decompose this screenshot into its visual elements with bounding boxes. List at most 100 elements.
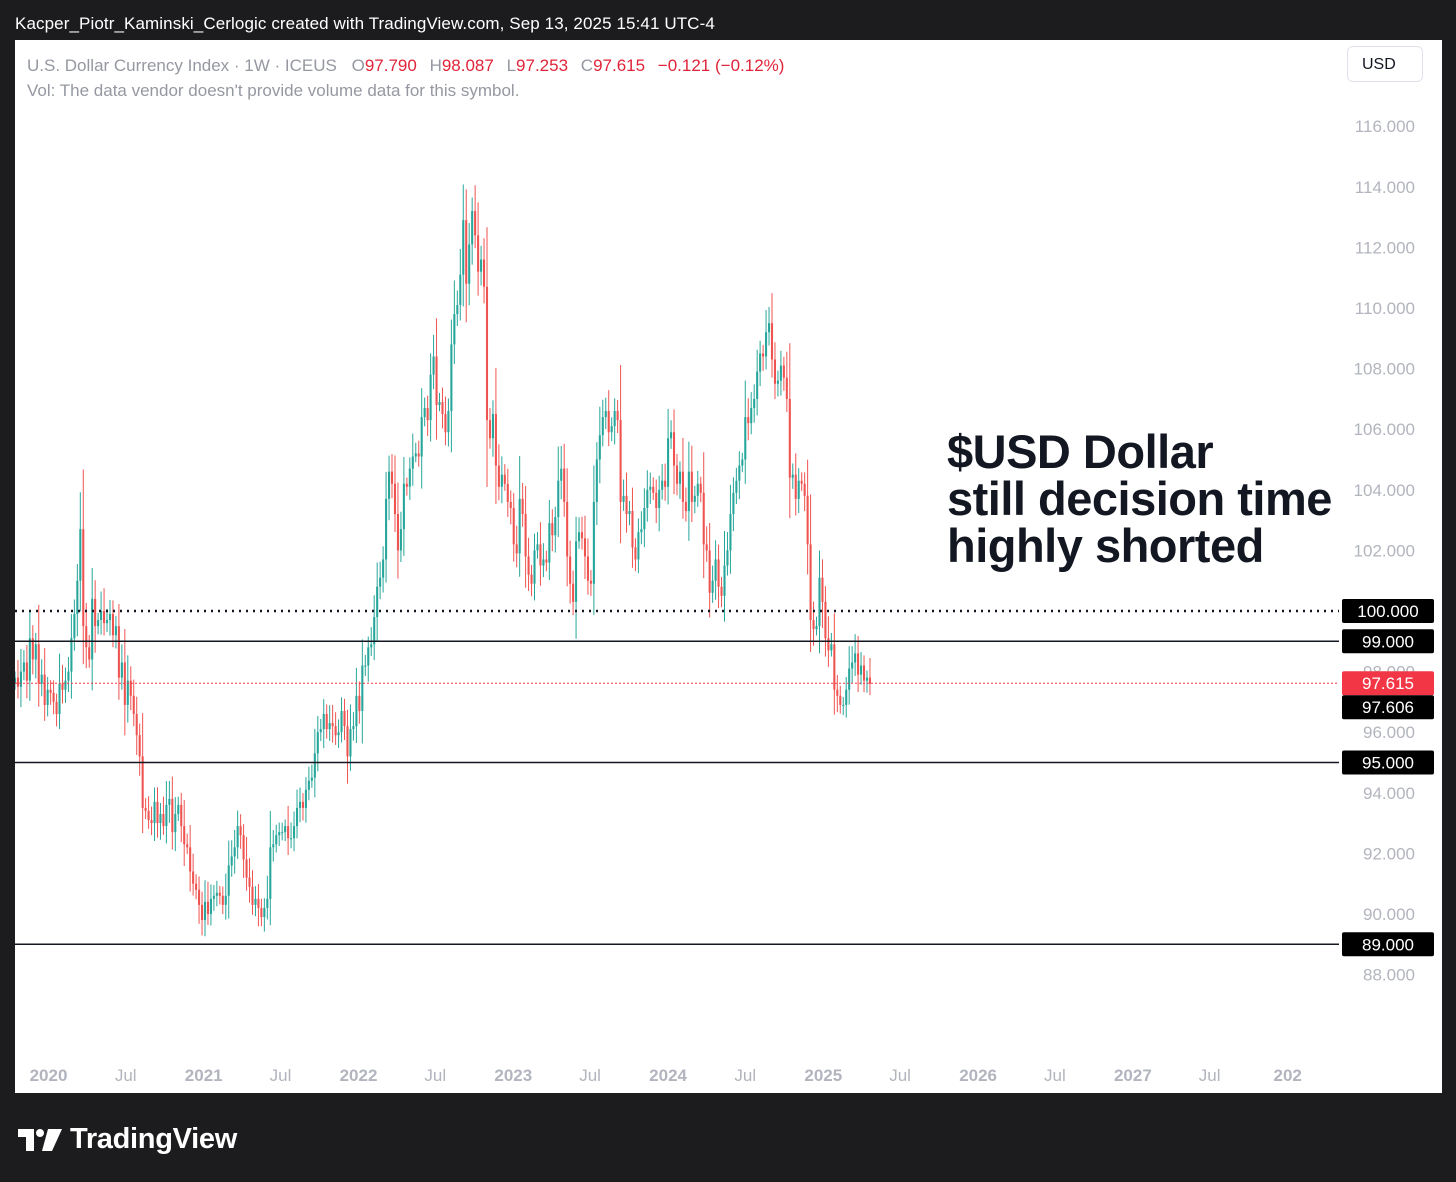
candle-body — [105, 620, 109, 624]
candle-body — [491, 414, 494, 439]
candle-body — [16, 677, 20, 687]
candle-body — [557, 480, 560, 518]
candle-body — [221, 895, 224, 905]
chart-annotation[interactable]: $USD Dollar still decision time highly s… — [947, 428, 1332, 569]
candle-body — [634, 547, 637, 560]
candle-body — [135, 714, 138, 736]
candle-body — [765, 332, 768, 357]
candle-body — [675, 465, 679, 484]
candle-body — [471, 211, 474, 245]
y-axis-tick-label: 112.000 — [1355, 238, 1415, 257]
candle-body — [156, 801, 159, 824]
x-axis-tick-label: Jul — [1044, 1066, 1066, 1085]
candle-body — [316, 732, 319, 754]
candle-body — [298, 801, 302, 808]
candle-body — [696, 483, 699, 496]
candle-body — [750, 408, 753, 424]
y-axis-tick-label: 88.000 — [1363, 966, 1415, 985]
chart-caption: Kacper_Piotr_Kaminski_Cerlogic created w… — [15, 14, 715, 33]
candle-body — [147, 810, 150, 821]
candle-body — [402, 483, 405, 530]
candlestick-chart[interactable]: 88.00090.00092.00094.00096.00098.000100.… — [15, 40, 1442, 1093]
candle-body — [64, 680, 67, 690]
x-axis-tick-label: 2026 — [959, 1066, 997, 1085]
candle-body — [827, 638, 830, 651]
candle-body — [589, 580, 592, 584]
candle-body — [40, 674, 43, 684]
candle-body — [132, 695, 135, 714]
last-price-badge-label: 97.615 — [1362, 674, 1414, 693]
candle-body — [759, 353, 762, 372]
candle-body — [52, 692, 55, 702]
candle-body — [376, 586, 379, 618]
candle-body — [408, 468, 411, 487]
candle-body — [227, 865, 230, 896]
price-line-badge-label: 89.000 — [1362, 935, 1414, 954]
candle-body — [61, 683, 64, 690]
candle-body — [349, 729, 352, 757]
candle-body — [390, 471, 394, 484]
candle-body — [19, 671, 22, 687]
candle-body — [322, 714, 325, 730]
candle-body — [91, 598, 94, 660]
candle-body — [129, 680, 132, 696]
candle-body — [171, 798, 174, 833]
candle-body — [382, 559, 385, 578]
candle-body — [607, 411, 610, 433]
candle-body — [97, 620, 100, 627]
candle-body — [22, 662, 25, 672]
x-axis-tick-label: 2021 — [185, 1066, 223, 1085]
x-axis-tick-label: 2020 — [30, 1066, 68, 1085]
candle-body — [580, 532, 584, 539]
candle-body — [524, 514, 527, 557]
candle-body — [806, 495, 809, 545]
symbol-name[interactable]: U.S. Dollar Currency Index · 1W · ICEUS — [27, 56, 337, 75]
candle-body — [150, 820, 153, 824]
candle-body — [554, 517, 557, 536]
candle-body — [450, 344, 453, 412]
candle-body — [340, 710, 343, 733]
candle-body — [845, 689, 848, 705]
candle-body — [684, 501, 687, 512]
candle-body — [735, 480, 738, 493]
candle-body — [55, 701, 58, 714]
tradingview-logo[interactable]: TradingView — [18, 1123, 237, 1156]
candle-body — [126, 680, 129, 705]
candle-body — [658, 489, 661, 508]
candle-body — [198, 889, 201, 905]
candle-body — [141, 756, 144, 808]
candle-body — [168, 798, 171, 805]
candle-body — [88, 647, 91, 660]
candle-body — [480, 259, 483, 272]
candle-body — [545, 559, 548, 563]
candle-body — [254, 898, 257, 905]
candle-body — [76, 580, 79, 615]
candle-body — [577, 532, 581, 542]
candle-body — [358, 695, 361, 711]
candle-body — [370, 644, 373, 648]
candle-body — [153, 801, 156, 824]
low-value: 97.253 — [516, 56, 569, 75]
candle-body — [67, 671, 70, 681]
candle-body — [586, 556, 589, 581]
candle-body — [447, 411, 450, 433]
currency-button[interactable]: USD — [1347, 46, 1423, 82]
candle-body — [610, 426, 613, 433]
candle-body — [717, 559, 720, 587]
candle-body — [488, 420, 492, 439]
candle-body — [753, 398, 756, 408]
x-axis-tick-label: Jul — [115, 1066, 137, 1085]
x-axis-tick-label: Jul — [889, 1066, 911, 1085]
candle-body — [862, 665, 866, 681]
candle-body — [465, 220, 468, 284]
candle-body — [355, 695, 358, 727]
chart-panel[interactable]: 88.00090.00092.00094.00096.00098.000100.… — [15, 40, 1442, 1093]
candle-body — [364, 665, 367, 667]
top-bar: Kacper_Piotr_Kaminski_Cerlogic created w… — [0, 0, 1456, 40]
candle-body — [343, 710, 346, 727]
candle-body — [483, 259, 486, 287]
candle-body — [711, 580, 714, 593]
candle-body — [411, 456, 414, 469]
candle-body — [604, 411, 607, 418]
candle-body — [646, 489, 649, 508]
